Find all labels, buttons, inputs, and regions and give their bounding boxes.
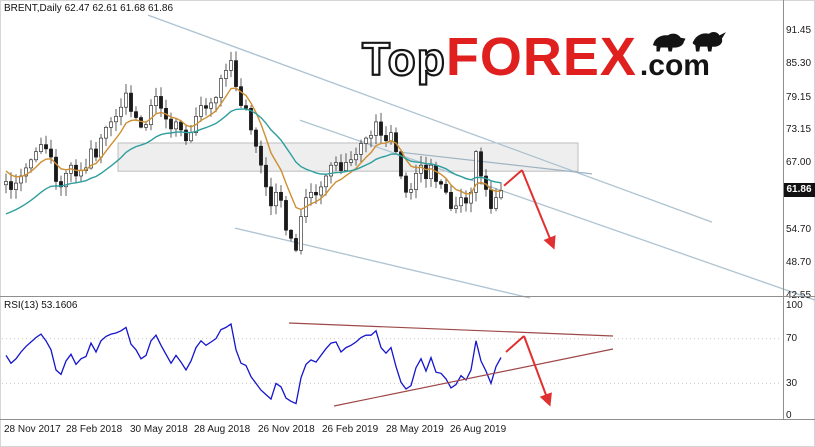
bull-bear-icon (653, 31, 726, 52)
price-tick: 79.15 (786, 92, 812, 103)
logo-prefix: Top (361, 33, 446, 85)
rsi-indicator-label: RSI(13) 53.1606 (4, 300, 78, 311)
date-tick: 28 Feb 2018 (66, 424, 123, 435)
price-tick: 54.70 (786, 224, 812, 235)
axis-separator (0, 419, 815, 420)
date-tick: 28 Aug 2018 (194, 424, 251, 435)
date-tick: 30 May 2018 (130, 424, 188, 435)
logo-suffix: .com (639, 49, 710, 82)
price-tick: 42.55 (786, 290, 815, 301)
brand-logo: Top FOREX .com (361, 27, 710, 87)
symbol-info: BRENT,Daily 62.47 62.61 61.68 61.86 (4, 3, 173, 14)
price-tick: 73.15 (786, 124, 812, 135)
price-tick: 85.30 (786, 58, 812, 69)
date-tick: 26 Nov 2018 (258, 424, 315, 435)
date-tick: 28 Nov 2017 (4, 424, 61, 435)
date-tick: 28 May 2019 (386, 424, 444, 435)
panel-separator (0, 296, 815, 297)
current-price-badge: 61.86 (783, 183, 815, 197)
rsi-tick: 0 (786, 410, 792, 421)
price-tick: 91.45 (786, 25, 812, 36)
date-tick: 26 Aug 2019 (450, 424, 507, 435)
price-tick: 48.70 (786, 257, 812, 268)
price-axis-line (783, 0, 784, 419)
logo-main: FOREX (445, 27, 637, 87)
rsi-tick: 30 (786, 378, 798, 389)
rsi-tick: 70 (786, 333, 798, 344)
price-tick: 67.00 (786, 157, 812, 168)
date-tick: 26 Feb 2019 (322, 424, 379, 435)
rsi-tick: 100 (786, 300, 803, 311)
